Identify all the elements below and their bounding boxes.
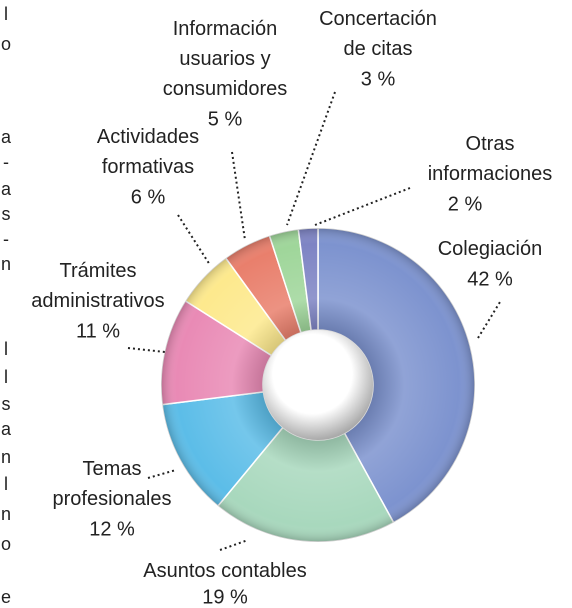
value-label: 11 % — [76, 320, 120, 342]
value-label: 12 % — [89, 518, 135, 540]
text-fragment: n — [1, 504, 11, 524]
value-label: 2 % — [448, 193, 483, 215]
value-label: 3 % — [361, 68, 396, 90]
slice-label: Trámites administrativos — [31, 260, 164, 312]
text-fragment: - — [3, 229, 9, 249]
value-label: 5 % — [208, 108, 243, 130]
text-fragment: l — [4, 367, 8, 387]
text-fragment: a — [1, 179, 12, 199]
leader-line — [219, 539, 249, 551]
slice-label: Información usuarios y consumidores — [163, 18, 288, 100]
text-fragment: l — [4, 339, 8, 359]
slice-label: Actividades formativas — [97, 126, 199, 178]
donut-hole — [263, 330, 373, 440]
text-fragment: n — [1, 447, 11, 467]
slice-label: Colegiación — [438, 238, 543, 260]
leader-line — [314, 187, 411, 226]
text-fragment: n — [1, 254, 11, 274]
text-fragment: - — [3, 152, 9, 172]
text-fragment: l — [4, 4, 8, 24]
text-fragment: a — [1, 127, 12, 147]
text-fragment: l — [4, 474, 8, 494]
text-fragment: o — [1, 34, 11, 54]
leader-line — [286, 91, 336, 226]
value-label: 6 % — [131, 186, 166, 208]
value-label: 19 % — [202, 586, 248, 608]
slice-label: Asuntos contables — [143, 560, 306, 582]
text-fragment: s — [2, 204, 11, 224]
text-fragment: o — [1, 534, 11, 554]
leader-line — [127, 347, 166, 353]
value-label: 42 % — [467, 268, 513, 290]
text-fragment: s — [2, 394, 11, 414]
leader-line — [177, 214, 211, 266]
leader-line — [231, 151, 246, 241]
slice-label: Otras informaciones — [428, 133, 553, 185]
slice-label: Concertación de citas — [319, 8, 437, 60]
slice-label: Temas profesionales — [53, 458, 172, 510]
leader-line — [477, 301, 501, 339]
leader-line — [147, 469, 177, 479]
text-fragment: e — [1, 587, 11, 607]
text-fragment: a — [1, 419, 12, 439]
